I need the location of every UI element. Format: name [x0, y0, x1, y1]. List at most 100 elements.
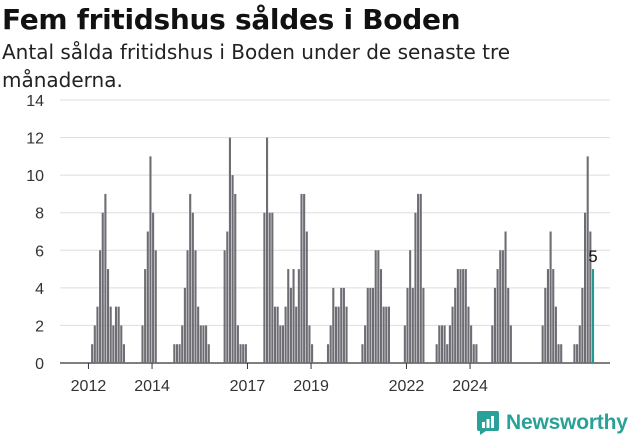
brand-name: Newsworthy [506, 411, 628, 434]
bar [295, 306, 298, 363]
bar [183, 287, 186, 363]
x-tick-label: 2019 [293, 378, 329, 395]
bar [467, 306, 470, 363]
bar [289, 287, 292, 363]
bar [589, 231, 592, 363]
bar [279, 325, 282, 363]
bar [308, 325, 311, 363]
bar [284, 306, 287, 363]
bar [223, 250, 226, 363]
bar [231, 175, 234, 363]
bar [112, 325, 115, 363]
bar [417, 193, 420, 363]
bar [345, 306, 348, 363]
bar [422, 287, 425, 363]
y-tick-label: 12 [26, 131, 44, 148]
bar [303, 193, 306, 363]
bar [337, 306, 340, 363]
bar [419, 193, 422, 363]
bar [181, 325, 184, 363]
x-tick-label: 2022 [389, 378, 425, 395]
bar [440, 325, 443, 363]
bar [236, 325, 239, 363]
bar [372, 287, 375, 363]
bar [496, 269, 499, 363]
bar [297, 269, 300, 363]
bar [403, 325, 406, 363]
y-tick-label: 4 [35, 281, 44, 298]
bar [197, 306, 200, 363]
bar [509, 325, 512, 363]
y-tick-label: 14 [26, 93, 44, 110]
bar [491, 325, 494, 363]
bar [374, 250, 377, 363]
bar [173, 344, 176, 363]
bar [268, 212, 271, 363]
bar [99, 250, 102, 363]
bar [414, 212, 417, 363]
bar [451, 306, 454, 363]
highlight-value-label: 5 [588, 247, 597, 266]
bar [377, 250, 380, 363]
bar [462, 269, 465, 363]
bar [117, 306, 120, 363]
bar [234, 193, 237, 363]
bar [382, 306, 385, 363]
bar [573, 344, 576, 363]
bar [329, 325, 332, 363]
bar [475, 344, 478, 363]
bar [311, 344, 314, 363]
bar [326, 344, 330, 363]
highlight-bar [591, 269, 595, 363]
bar [109, 306, 112, 363]
bar [459, 269, 462, 363]
bar [154, 250, 157, 363]
bar [541, 325, 544, 363]
bar [387, 306, 390, 363]
bar [366, 287, 369, 363]
bar [242, 344, 245, 363]
bar [448, 325, 451, 363]
bar [122, 344, 125, 363]
bar [385, 306, 388, 363]
bar [470, 325, 473, 363]
bar [276, 306, 279, 363]
x-tick-label: 2012 [71, 378, 107, 395]
bar [104, 193, 107, 363]
bar [281, 325, 284, 363]
bar [499, 250, 502, 363]
bar [202, 325, 205, 363]
y-tick-label: 10 [26, 168, 44, 185]
bar [364, 325, 367, 363]
newsworthy-icon [477, 411, 499, 435]
bar [141, 325, 144, 363]
bar [226, 231, 229, 363]
bar [244, 344, 247, 363]
bar [300, 193, 303, 363]
bar [493, 287, 496, 363]
bar [438, 325, 441, 363]
bar [332, 287, 335, 363]
bar [271, 212, 274, 363]
bar [101, 212, 104, 363]
bar [152, 212, 155, 363]
y-tick-label: 0 [35, 356, 44, 373]
bar [435, 344, 438, 363]
bar [178, 344, 181, 363]
chart-subtitle: Antal sålda fritidshus i Boden under de … [2, 40, 511, 92]
bar [186, 250, 189, 363]
bar [199, 325, 202, 363]
bar [454, 287, 457, 363]
bar [144, 269, 147, 363]
bar [552, 269, 555, 363]
bar [287, 269, 290, 363]
bar [292, 269, 295, 363]
bar [560, 344, 563, 363]
bar [546, 269, 549, 363]
bar [379, 269, 383, 363]
bar [342, 287, 345, 363]
bar [239, 344, 242, 363]
bar [456, 269, 459, 363]
bar [266, 137, 269, 363]
bar [93, 325, 96, 363]
